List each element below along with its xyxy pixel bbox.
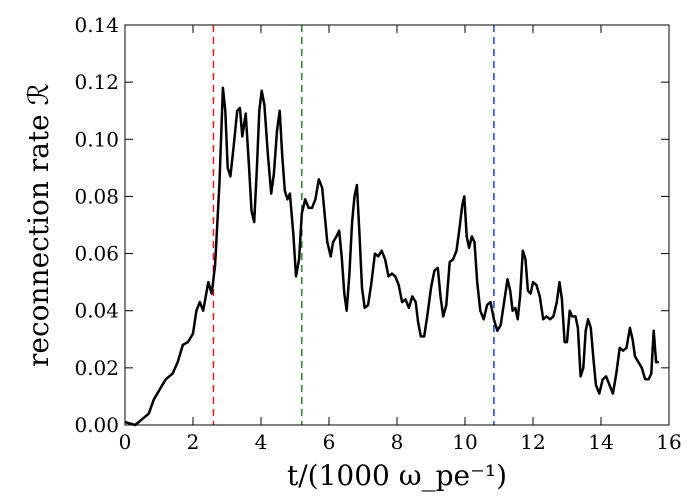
x-tick-label: 6 bbox=[323, 430, 336, 454]
y-tick-label: 0.14 bbox=[74, 13, 119, 37]
axis-ticks bbox=[124, 24, 670, 426]
series-group bbox=[124, 86, 659, 427]
y-tick-label: 0.10 bbox=[74, 127, 119, 151]
x-tick-label: 12 bbox=[520, 430, 545, 454]
series-line-1 bbox=[124, 86, 659, 427]
plot-frame bbox=[124, 24, 670, 426]
y-tick-label: 0.04 bbox=[74, 299, 119, 323]
x-tick-labels: 0 2 4 6 8 10 12 14 16 bbox=[119, 430, 682, 454]
y-tick-label: 0.00 bbox=[74, 413, 119, 437]
y-tick-label: 0.02 bbox=[74, 356, 119, 380]
y-tick-label: 0.08 bbox=[74, 184, 119, 208]
x-tick-label: 8 bbox=[391, 430, 404, 454]
y-tick-label: 0.12 bbox=[74, 70, 119, 94]
x-tick-label: 16 bbox=[656, 430, 681, 454]
x-tick-label: 4 bbox=[255, 430, 268, 454]
y-tick-labels: 0.00 0.02 0.04 0.06 0.08 0.10 0.12 0.14 bbox=[74, 13, 119, 437]
x-tick-label: 10 bbox=[452, 430, 477, 454]
x-tick-label: 14 bbox=[588, 430, 613, 454]
x-axis-label: t/(1000 ω_pe⁻¹) bbox=[287, 459, 507, 492]
y-axis-label: reconnection rate ℛ bbox=[22, 83, 55, 367]
x-tick-label: 2 bbox=[187, 430, 200, 454]
x-tick-label: 0 bbox=[119, 430, 132, 454]
vertical-markers bbox=[212, 25, 495, 425]
y-tick-label: 0.06 bbox=[74, 242, 119, 266]
